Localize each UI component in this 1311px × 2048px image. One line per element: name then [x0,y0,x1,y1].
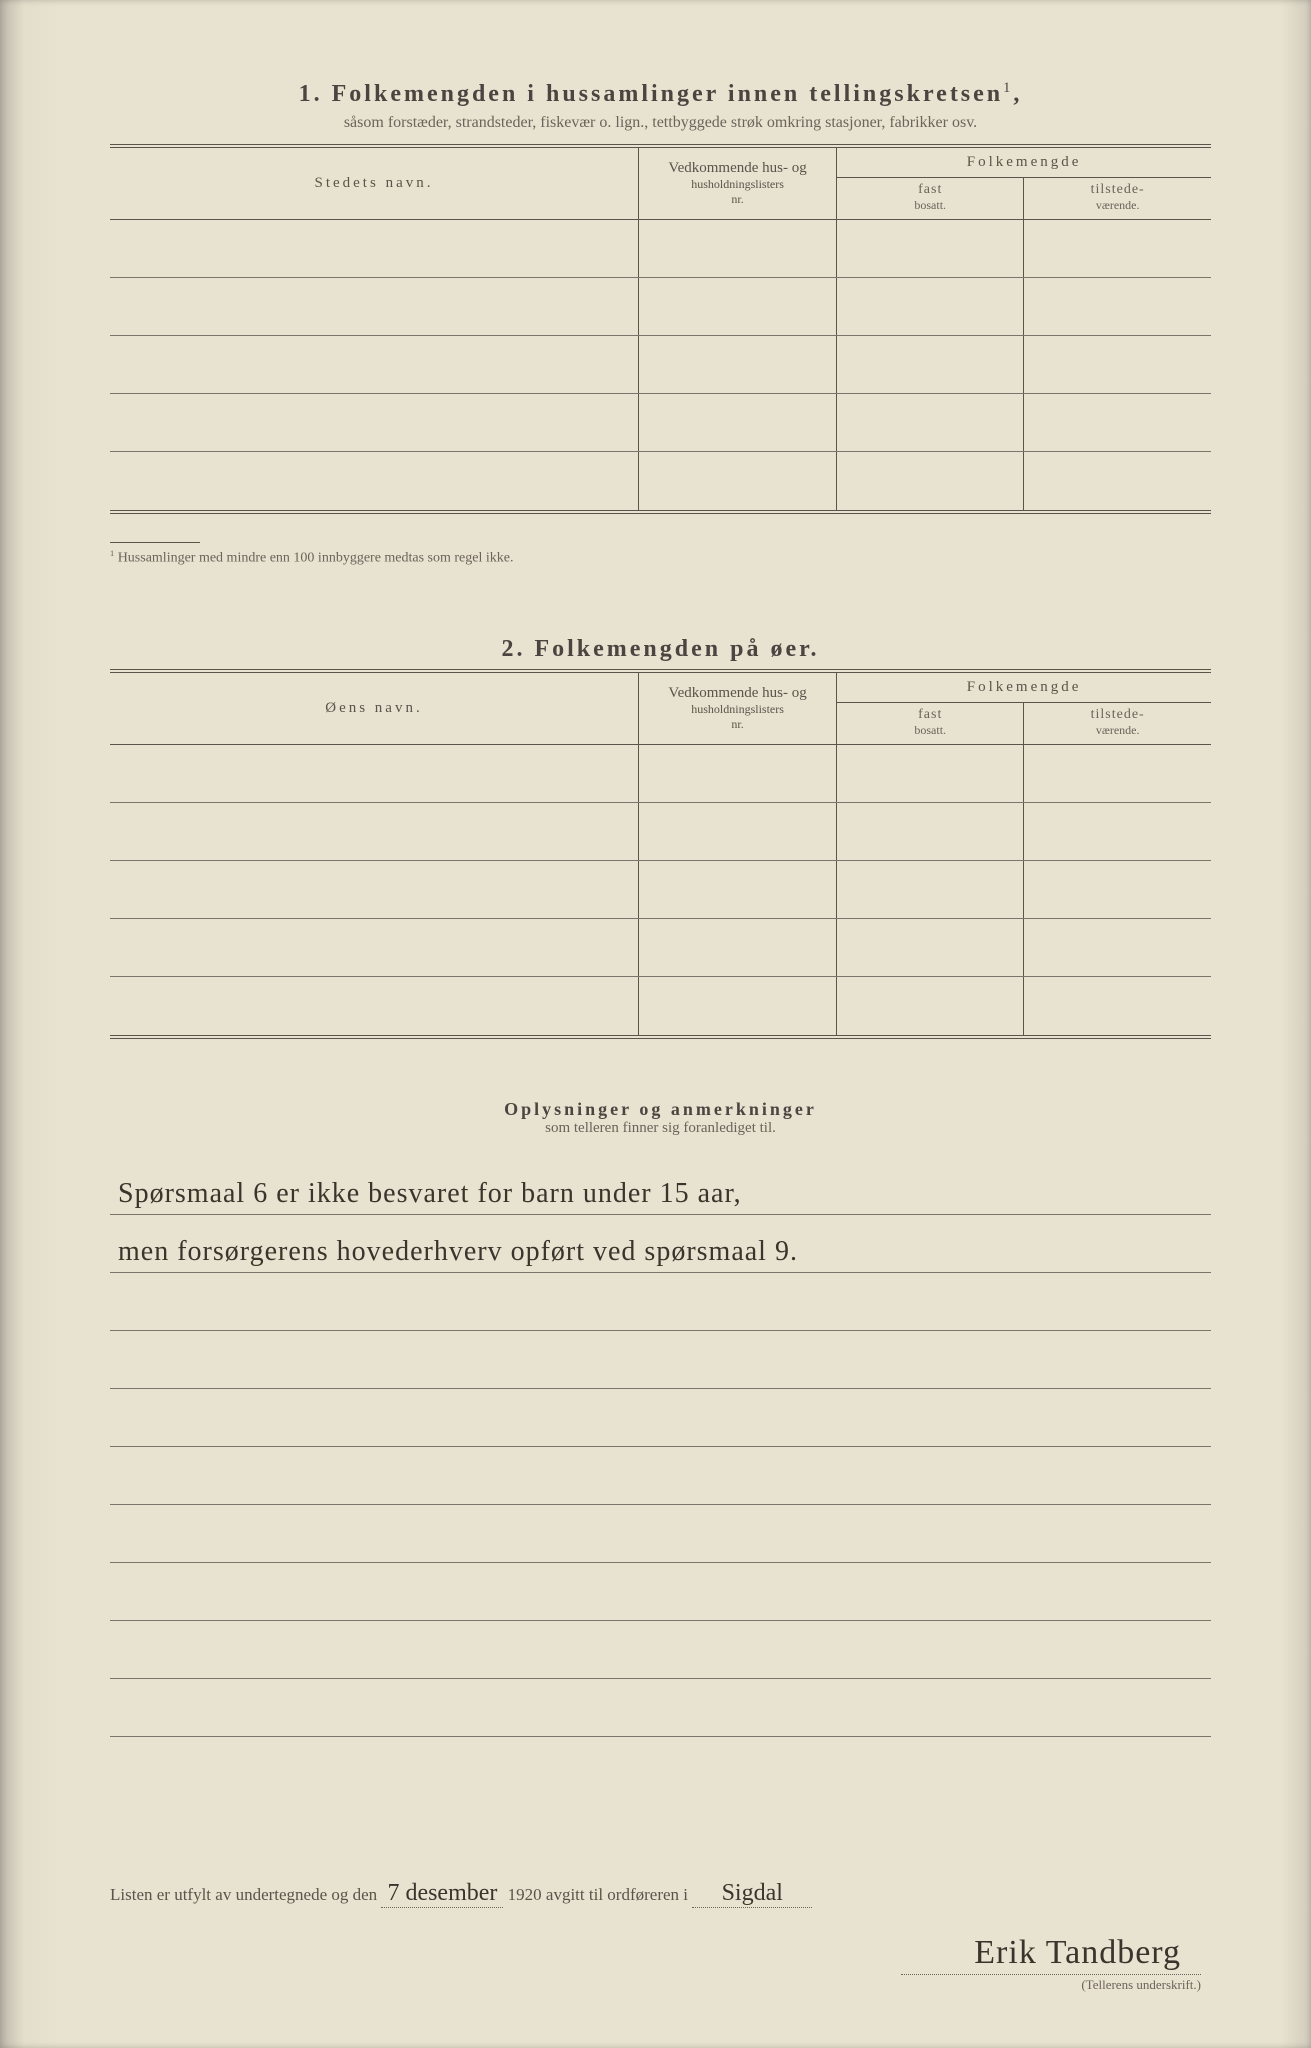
s2-col-fast: fast bosatt. [837,703,1024,745]
s2-col-nr: Vedkommende hus- og husholdningslisters … [638,673,836,745]
ruled-line [110,1389,1211,1447]
section2-heading: 2. Folkemengden på øer. [110,636,1211,663]
paper-edge-left [0,0,60,2048]
s1-body [110,220,1211,510]
s1-col-nr: Vedkommende hus- og husholdningslisters … [638,148,836,220]
section2-table: Øens navn. Vedkommende hus- og husholdni… [110,673,1211,1035]
table-row [110,977,1211,1035]
s2-col-til: tilstede- værende. [1024,703,1211,745]
table-row [110,394,1211,452]
paper-edge-right [1281,0,1311,2048]
ruled-line: Spørsmaal 6 er ikke besvaret for barn un… [110,1157,1211,1215]
remarks-title: Oplysninger og anmerkninger [110,1099,1211,1120]
ruled-line [110,1679,1211,1737]
footnote-rule [110,542,200,543]
ruled-line [110,1273,1211,1331]
ruled-line [110,1331,1211,1389]
section1-number: 1. [299,81,323,107]
table-row [110,220,1211,278]
table-row [110,803,1211,861]
remarks-subtitle: som telleren finner sig foranlediget til… [110,1120,1211,1137]
section1-table: Stedets navn. Vedkommende hus- og hushol… [110,148,1211,510]
table-row [110,861,1211,919]
section1-footnote: 1 Hussamlinger med mindre enn 100 innbyg… [110,549,1211,567]
signature-block: Erik Tandberg (Tellerens underskrift.) [901,1934,1201,1993]
table-row [110,278,1211,336]
s1-col-folk: Folkemengde [837,148,1211,178]
s2-col-folk: Folkemengde [837,673,1211,703]
s1-col-name: Stedets navn. [110,148,638,220]
signature: Erik Tandberg [901,1934,1201,1975]
table-row [110,745,1211,803]
section2-title: Folkemengden på øer. [534,636,819,662]
ruled-line [110,1563,1211,1621]
document-page: 1. Folkemengden i hussamlinger innen tel… [0,0,1311,2048]
s1-col-til: tilstede- værende. [1024,178,1211,220]
section1-title: Folkemengden i hussamlinger innen tellin… [332,81,1004,107]
handwritten-text: men forsørgerens hovederhverv opført ved… [118,1236,798,1268]
footer-date: 7 desember [381,1880,503,1908]
section1-bottom-rule [110,510,1211,514]
remarks-section: Oplysninger og anmerkninger som telleren… [110,1099,1211,1737]
ruled-line [110,1505,1211,1563]
table-row [110,919,1211,977]
section1-subtitle: såsom forstæder, strandsteder, fiskevær … [110,114,1211,132]
footer-place: Sigdal [692,1880,812,1908]
ruled-line [110,1621,1211,1679]
signature-label: (Tellerens underskrift.) [901,1977,1201,1993]
ruled-line: men forsørgerens hovederhverv opført ved… [110,1215,1211,1273]
s2-col-name: Øens navn. [110,673,638,745]
footer-statement: Listen er utfylt av undertegnede og den … [110,1880,1211,1908]
section1-heading: 1. Folkemengden i hussamlinger innen tel… [110,80,1211,108]
table-row [110,452,1211,510]
table-row [110,336,1211,394]
section2-number: 2. [501,636,525,662]
section2-bottom-rule [110,1035,1211,1039]
s2-body [110,745,1211,1035]
handwritten-text: Spørsmaal 6 er ikke besvaret for barn un… [118,1178,742,1210]
section1-sup: 1 [1003,80,1013,96]
ruled-line [110,1447,1211,1505]
s1-col-fast: fast bosatt. [837,178,1024,220]
remarks-lines: Spørsmaal 6 er ikke besvaret for barn un… [110,1157,1211,1737]
